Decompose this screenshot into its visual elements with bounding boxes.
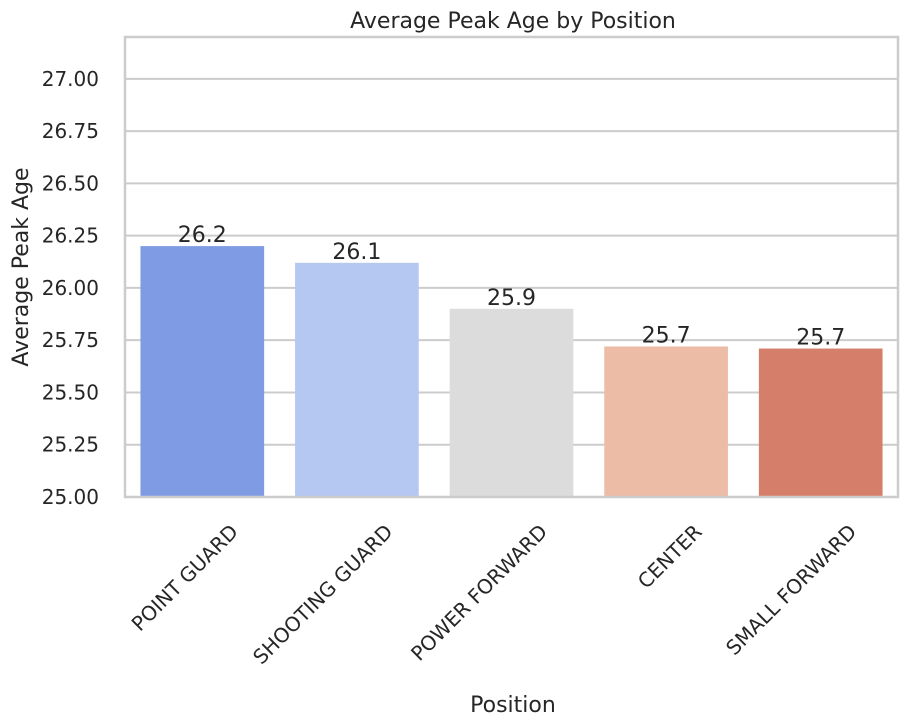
y-tick-label: 26.75 <box>42 119 99 143</box>
x-tick-label: CENTER <box>633 519 707 593</box>
bar <box>140 246 265 497</box>
bar-value-label: 25.7 <box>796 326 845 351</box>
bar <box>449 308 574 497</box>
bars <box>140 246 883 497</box>
y-tick-label: 27.00 <box>42 67 99 91</box>
y-axis-ticks: 25.00 25.25 25.50 25.75 26.00 26.25 26.50 26.75… <box>42 67 99 509</box>
bar <box>604 346 728 497</box>
bar <box>295 262 419 497</box>
bar-value-label: 26.2 <box>178 223 227 248</box>
x-axis-label: Position <box>470 693 556 718</box>
x-tick-label: POINT GUARD <box>127 520 243 636</box>
y-tick-label: 25.75 <box>42 328 99 352</box>
x-axis-ticks: POINT GUARD SHOOTING GUARD POWER FORWARD CE… <box>127 519 862 668</box>
bar-value-label: 26.1 <box>332 240 381 265</box>
y-tick-label: 25.25 <box>42 433 99 457</box>
bar-value-label: 25.9 <box>487 286 536 311</box>
y-tick-label: 26.00 <box>42 276 99 300</box>
bar <box>758 348 883 497</box>
y-tick-label: 25.00 <box>42 485 99 509</box>
plot-frame <box>123 35 900 499</box>
y-axis-label: Average Peak Age <box>9 167 34 366</box>
bar-value-label: 25.7 <box>642 323 691 348</box>
y-tick-label: 25.50 <box>42 380 99 404</box>
x-tick-label: SHOOTING GUARD <box>248 520 397 669</box>
x-tick-label: SMALL FORWARD <box>721 520 861 660</box>
chart-title: Average Peak Age by Position <box>350 9 676 34</box>
y-tick-label: 26.25 <box>42 224 99 248</box>
y-tick-label: 26.50 <box>42 171 99 195</box>
bar-value-labels: 26.2 26.1 25.9 25.7 25.7 <box>178 223 845 350</box>
x-tick-label: POWER FORWARD <box>406 520 552 666</box>
